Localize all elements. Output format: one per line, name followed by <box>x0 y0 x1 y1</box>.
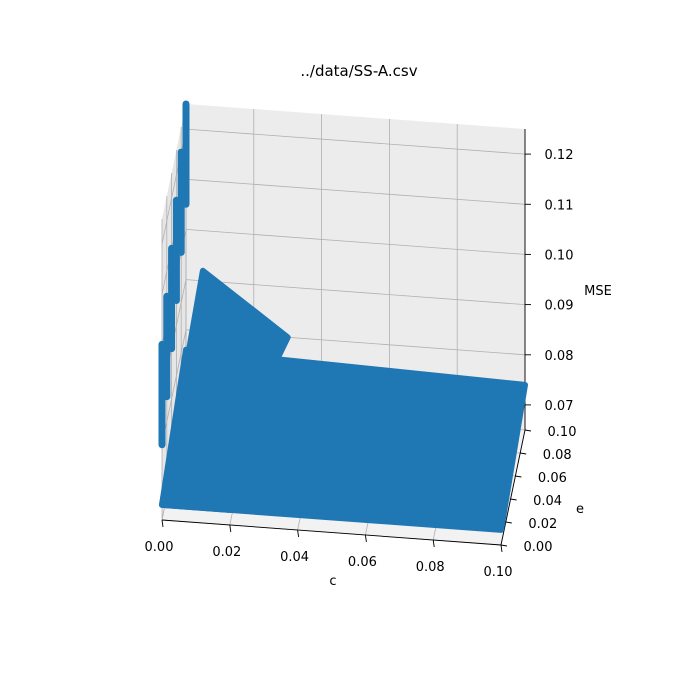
x-tick-mark <box>500 544 503 553</box>
tick-labels: 0.00 0.02 0.04 0.06 0.08 0.10 0.00 0.02 0.04 0.06… <box>145 148 577 580</box>
x-tick-label: 0.02 <box>212 545 241 560</box>
x-tick-mark <box>161 519 164 528</box>
x-tick-label: 0.04 <box>280 550 309 565</box>
y-axis-line <box>500 429 526 546</box>
x-axis-line <box>161 519 502 546</box>
z-tick-label: 0.09 <box>545 299 574 314</box>
x-tick-mark <box>229 524 232 533</box>
x-tick-label: 0.06 <box>348 555 377 570</box>
y-tick-label: 0.06 <box>538 471 567 486</box>
z-grid-back <box>185 229 526 255</box>
x-tick-mark <box>432 539 435 548</box>
scatter-series <box>158 100 528 533</box>
z-grid-back <box>185 128 526 155</box>
y-tick-mark <box>500 544 508 547</box>
y-tick-mark <box>505 521 512 524</box>
z-grid-back <box>185 279 526 305</box>
x-tick-label: 0.08 <box>416 560 445 575</box>
axis-lines <box>161 129 532 553</box>
y-tick-label: 0.04 <box>533 494 562 509</box>
y-tick-mark <box>515 475 522 478</box>
y-tick-mark <box>520 452 527 455</box>
y-tick-label: 0.00 <box>524 540 553 555</box>
x-tick-mark <box>297 529 300 538</box>
y-tick-label: 0.10 <box>548 425 577 440</box>
ridge-points <box>159 267 291 513</box>
z-grid-left <box>161 129 187 245</box>
y-tick-label: 0.02 <box>528 517 557 532</box>
x-axis-label: c <box>329 574 336 589</box>
z-tick-label: 0.12 <box>545 148 574 163</box>
y-tick-label: 0.08 <box>543 448 572 463</box>
z-tick-label: 0.11 <box>545 198 574 213</box>
z-grid-back <box>185 178 526 205</box>
x-tick-label: 0.00 <box>145 540 174 555</box>
z-tick-label: 0.07 <box>545 399 574 414</box>
z-axis-label: MSE <box>584 284 612 299</box>
y-axis-label: e <box>576 502 584 517</box>
x-tick-label: 0.10 <box>484 565 513 580</box>
y-tick-mark <box>510 498 517 501</box>
x-tick-mark <box>364 534 367 543</box>
y-tick-mark <box>524 429 532 432</box>
z-tick-label: 0.10 <box>545 248 574 263</box>
z-grid-left <box>161 329 187 445</box>
z-tick-label: 0.08 <box>545 349 574 364</box>
chart-title: ../data/SS-A.csv <box>300 62 417 80</box>
